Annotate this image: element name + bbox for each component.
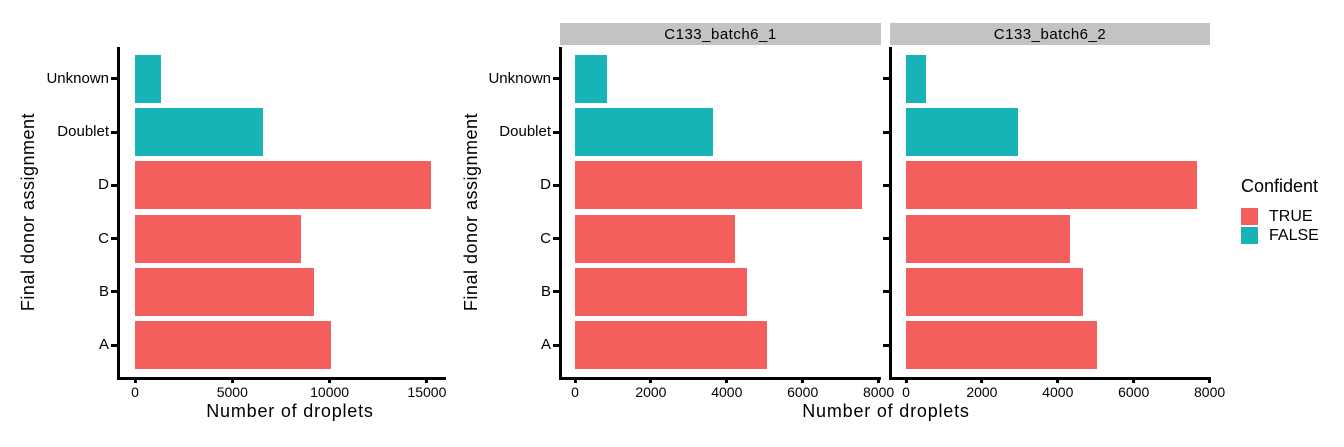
- f2-bar-doublet: [906, 108, 1019, 157]
- f2-x-tick-0: [904, 377, 908, 383]
- f2-x-tick-2000: [980, 377, 984, 383]
- f2-bar-b: [906, 267, 1084, 316]
- left-y-tick-b: [111, 290, 117, 294]
- f1-x-tick-label-6000: 6000: [787, 384, 819, 400]
- legend-swatch-true: [1241, 208, 1258, 225]
- f1-category-label-d: D: [540, 176, 551, 194]
- facet-strip-1-label: C133_batch6_1: [664, 25, 777, 43]
- legend-item-true: TRUE: [1241, 208, 1319, 225]
- left-x-tick-5000: [230, 377, 234, 383]
- f1-x-tick-8000: [877, 377, 881, 383]
- left-bar-d: [135, 161, 432, 210]
- f2-x-tick-8000: [1208, 377, 1212, 383]
- left-bar-c: [135, 214, 302, 263]
- f1-category-label-b: B: [540, 282, 551, 300]
- faceted-chart-x-axis-title: Number of droplets: [802, 401, 970, 421]
- left-x-tick-15000: [425, 377, 429, 383]
- f1-x-tick-label-8000: 8000: [863, 384, 895, 400]
- f2-bar-unknown: [906, 54, 926, 103]
- f2-bar-d: [906, 161, 1197, 210]
- f1-x-tick-label-2000: 2000: [635, 384, 667, 400]
- f1-bar-doublet: [575, 108, 713, 157]
- f1-category-label-unknown: Unknown: [488, 69, 551, 87]
- f2-y-tick-d: [883, 183, 889, 187]
- f1-category-label-doublet: Doublet: [499, 123, 551, 141]
- facet-strip-2: C133_batch6_2: [890, 23, 1210, 45]
- left-x-tick-label-0: 0: [131, 384, 139, 400]
- f1-category-label-c: C: [540, 229, 551, 247]
- left-y-tick-a: [111, 343, 117, 347]
- left-x-tick-label-10000: 10000: [310, 384, 350, 400]
- f1-x-tick-6000: [801, 377, 805, 383]
- left-chart-x-axis-title: Number of droplets: [206, 401, 374, 421]
- left-bar-b: [135, 267, 315, 316]
- f1-y-tick-unknown: [553, 77, 559, 81]
- f1-x-axis-line: [559, 377, 881, 380]
- f1-bar-unknown: [575, 54, 607, 103]
- left-y-axis-line: [117, 47, 120, 380]
- f1-bar-c: [575, 214, 735, 263]
- f1-x-tick-0: [573, 377, 577, 383]
- left-x-tick-10000: [328, 377, 332, 383]
- legend: Confident TRUE FALSE: [1241, 176, 1319, 246]
- left-x-axis-line: [117, 377, 446, 380]
- f1-x-tick-2000: [649, 377, 653, 383]
- f2-bar-c: [906, 214, 1071, 263]
- f1-y-axis-line: [559, 47, 562, 380]
- f1-y-tick-b: [553, 290, 559, 294]
- f1-x-tick-label-0: 0: [571, 384, 579, 400]
- f2-x-tick-label-6000: 6000: [1118, 384, 1150, 400]
- f2-y-axis-line: [889, 47, 892, 380]
- f2-y-tick-a: [883, 343, 889, 347]
- left-bar-a: [135, 321, 332, 370]
- left-category-label-d: D: [98, 176, 109, 194]
- f2-x-tick-label-0: 0: [902, 384, 910, 400]
- f1-x-tick-4000: [725, 377, 729, 383]
- left-category-label-b: B: [98, 282, 109, 300]
- left-x-tick-0: [133, 377, 137, 383]
- f1-y-tick-c: [553, 237, 559, 241]
- left-y-tick-doublet: [111, 130, 117, 134]
- facet-strip-1: C133_batch6_1: [560, 23, 881, 45]
- f1-bar-b: [575, 267, 748, 316]
- f1-bar-a: [575, 321, 767, 370]
- f2-x-tick-label-8000: 8000: [1194, 384, 1226, 400]
- left-category-label-c: C: [98, 229, 109, 247]
- f1-x-tick-label-4000: 4000: [711, 384, 743, 400]
- legend-swatch-false: [1241, 227, 1258, 244]
- f1-bar-d: [575, 161, 862, 210]
- f2-y-tick-unknown: [883, 77, 889, 81]
- legend-label-true: TRUE: [1269, 208, 1313, 225]
- facet-strip-2-label: C133_batch6_2: [993, 25, 1107, 43]
- left-category-label-doublet: Doublet: [57, 123, 109, 141]
- f2-y-tick-c: [883, 237, 889, 241]
- f1-y-tick-a: [553, 343, 559, 347]
- legend-label-false: FALSE: [1269, 227, 1319, 244]
- f2-bar-a: [906, 321, 1098, 370]
- left-category-label-a: A: [98, 336, 109, 354]
- f2-y-tick-b: [883, 290, 889, 294]
- left-y-tick-unknown: [111, 77, 117, 81]
- left-y-tick-d: [111, 183, 117, 187]
- f1-y-tick-doublet: [553, 130, 559, 134]
- f2-y-tick-doublet: [883, 130, 889, 134]
- left-category-label-unknown: Unknown: [46, 69, 109, 87]
- f1-y-tick-d: [553, 183, 559, 187]
- f2-x-tick-label-4000: 4000: [1042, 384, 1074, 400]
- left-x-tick-label-15000: 15000: [407, 384, 447, 400]
- legend-item-false: FALSE: [1241, 227, 1319, 244]
- legend-title: Confident: [1241, 176, 1319, 196]
- f1-category-label-a: A: [540, 336, 551, 354]
- left-y-tick-c: [111, 237, 117, 241]
- f2-x-tick-4000: [1056, 377, 1060, 383]
- f2-x-tick-6000: [1132, 377, 1136, 383]
- left-bar-doublet: [135, 108, 264, 157]
- left-bar-unknown: [135, 54, 162, 103]
- f2-x-axis-line: [889, 377, 1210, 380]
- left-x-tick-label-5000: 5000: [216, 384, 248, 400]
- f2-x-tick-label-2000: 2000: [966, 384, 998, 400]
